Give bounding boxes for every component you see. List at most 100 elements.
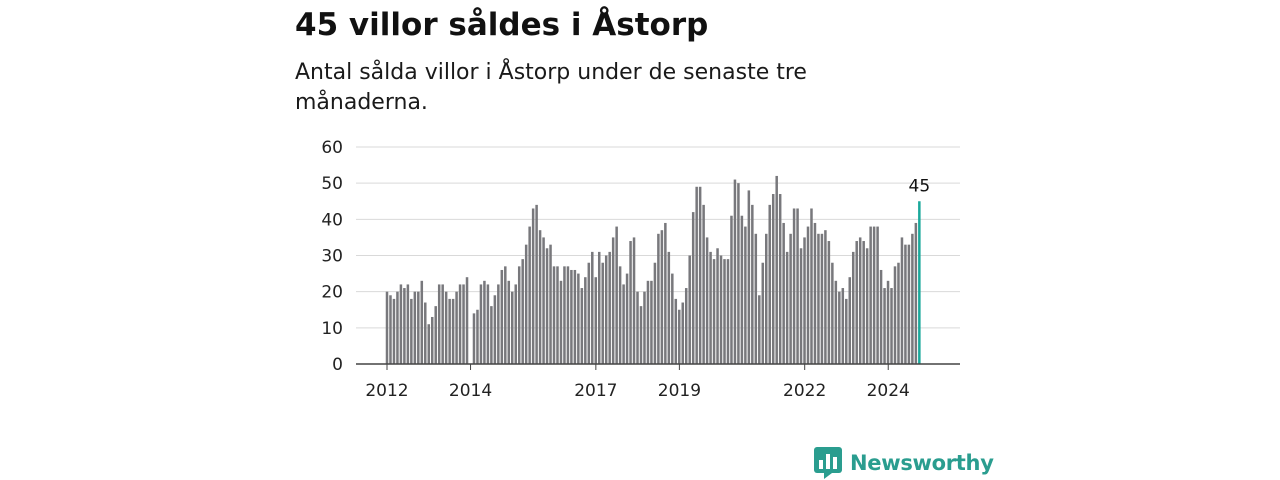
bar [618, 266, 622, 364]
bar [556, 266, 559, 364]
bar [900, 237, 904, 364]
bar [580, 288, 584, 364]
bar [549, 244, 552, 364]
bar [472, 313, 476, 364]
bar [831, 262, 834, 364]
bar [542, 237, 545, 364]
bar [490, 306, 493, 364]
bar [838, 291, 841, 364]
highlight-value-label: 45 [909, 176, 931, 196]
x-tick-label: 2024 [867, 381, 910, 401]
bar [570, 269, 573, 364]
bar [437, 284, 441, 364]
bar [813, 222, 817, 364]
brand-name: Newsworthy [850, 451, 994, 475]
bar [712, 259, 716, 364]
bar [841, 288, 845, 364]
bar [705, 237, 709, 364]
bar [434, 306, 437, 364]
bar [535, 204, 538, 364]
bar [462, 284, 465, 364]
bar [392, 298, 396, 364]
bar [559, 280, 563, 364]
bar [420, 280, 424, 364]
bar [521, 259, 524, 364]
x-tick-label: 2017 [574, 381, 617, 401]
bar [507, 280, 511, 364]
bar [483, 280, 486, 364]
bar [876, 226, 879, 364]
bar [803, 237, 806, 364]
bar [810, 208, 813, 364]
bar [723, 259, 726, 364]
bar [497, 284, 500, 364]
bar [427, 324, 431, 364]
y-tick-label: 50 [321, 174, 343, 194]
bar [636, 291, 639, 364]
y-tick-label: 20 [321, 283, 343, 303]
bar [890, 288, 893, 364]
bar [493, 295, 497, 364]
bar [430, 316, 434, 364]
bar [531, 208, 535, 364]
bar [869, 226, 872, 364]
bar [476, 309, 479, 364]
bar [778, 194, 782, 364]
bar [455, 291, 458, 364]
bar [625, 273, 629, 364]
bar [737, 183, 740, 364]
bar [504, 266, 507, 364]
bar [792, 208, 796, 364]
bar [855, 241, 858, 364]
bar [907, 244, 911, 364]
bar [775, 175, 778, 364]
bar [765, 233, 768, 364]
bar [486, 284, 490, 364]
bar [904, 244, 907, 364]
bar [799, 248, 803, 364]
axes [356, 363, 960, 370]
y-tick-label: 60 [321, 138, 343, 158]
bar [396, 291, 399, 364]
bar [399, 284, 403, 364]
bar [594, 277, 598, 364]
bar [747, 190, 751, 364]
bar [417, 291, 420, 364]
bar [444, 291, 448, 364]
bar [872, 226, 876, 364]
bar [858, 237, 862, 364]
y-tick-label: 10 [321, 319, 343, 339]
bar [424, 302, 427, 364]
bar [500, 269, 504, 364]
bar [664, 222, 667, 364]
bar [406, 284, 410, 364]
bar [911, 233, 914, 364]
bar [883, 288, 886, 364]
bar [730, 215, 733, 364]
bar [862, 241, 865, 364]
bar [688, 255, 691, 364]
bar [785, 251, 789, 364]
bars [385, 175, 921, 364]
bar [768, 204, 771, 364]
bar [657, 233, 660, 364]
x-tick-label: 2022 [783, 381, 826, 401]
bar [524, 244, 528, 364]
bar [879, 269, 883, 364]
bar [552, 266, 556, 364]
bar [751, 204, 754, 364]
bar [726, 259, 730, 364]
bar [458, 284, 462, 364]
bar [827, 241, 831, 364]
bar [684, 288, 688, 364]
bar [806, 226, 810, 364]
bar [608, 251, 611, 364]
bar [678, 309, 681, 364]
y-tick-label: 30 [321, 247, 343, 267]
bar [591, 251, 594, 364]
bar [465, 277, 469, 364]
bar [451, 298, 455, 364]
bar [796, 208, 799, 364]
bar [650, 280, 653, 364]
tick-labels: 0 10 20 30 40 50 60 2012 2014 2017 2019 2022 2024 45 [321, 138, 930, 401]
